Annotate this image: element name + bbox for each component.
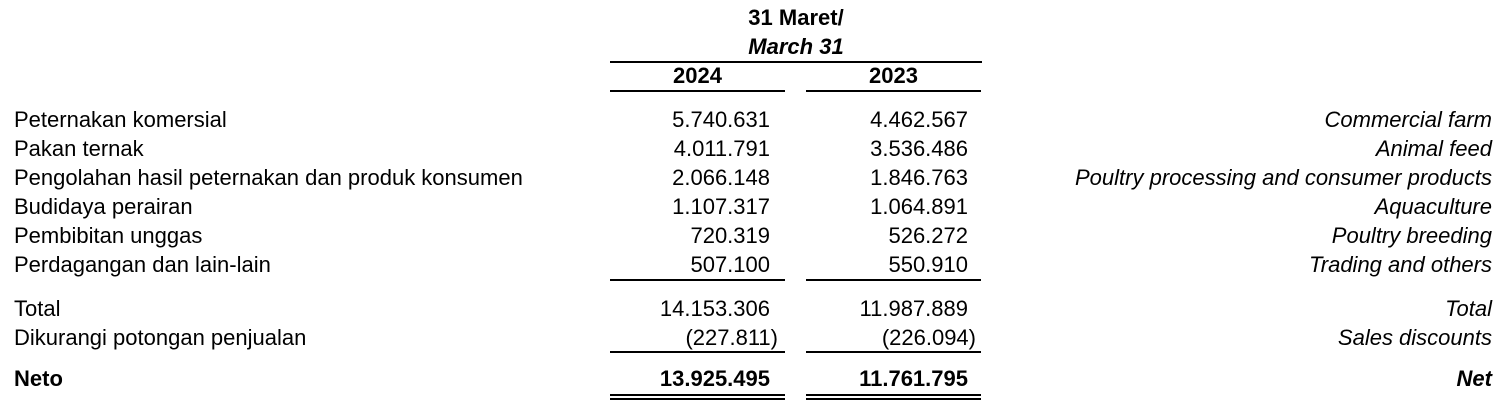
- year-2023-underline: [806, 90, 981, 92]
- discount-value-2024: (227.811): [685, 325, 778, 350]
- row-label-en: Animal feed: [1375, 136, 1492, 161]
- row-value-2023: 3.536.486: [870, 136, 968, 161]
- row-value-2023: 4.462.567: [870, 107, 968, 132]
- discount-value-2023: (226.094): [881, 325, 976, 350]
- net-rule-2023: [806, 351, 981, 353]
- row-value-2023: 1.846.763: [870, 165, 968, 190]
- year-2023-heading: 2023: [869, 63, 918, 88]
- row-label-en: Poultry processing and consumer products: [1075, 165, 1492, 190]
- total-label-en: Total: [1445, 296, 1492, 321]
- row-value-2024: 1.107.317: [672, 194, 770, 219]
- row-value-2023: 1.064.891: [870, 194, 968, 219]
- subtotal-rule-2023: [806, 279, 981, 281]
- total-value-2024: 14.153.306: [659, 296, 770, 321]
- period-header-en: March 31: [748, 34, 844, 59]
- year-2024-heading: 2024: [673, 63, 722, 88]
- net-label-en: Net: [1456, 366, 1492, 391]
- row-label: Perdagangan dan lain-lain: [14, 252, 271, 277]
- row-label: Pembibitan unggas: [14, 223, 203, 248]
- total-value-2023: 11.987.889: [859, 296, 968, 321]
- row-label: Budidaya perairan: [14, 194, 193, 219]
- double-rule-bottom-2024: [610, 398, 785, 400]
- double-rule-top-2024: [610, 394, 785, 396]
- net-value-2023: 11.761.795: [859, 366, 968, 391]
- net-rule-2024: [610, 351, 785, 353]
- net-value-2024: 13.925.495: [659, 366, 770, 391]
- row-label-en: Commercial farm: [1324, 107, 1492, 132]
- row-value-2024: 4.011.791: [673, 136, 770, 161]
- total-label: Total: [14, 296, 61, 321]
- row-label-en: Poultry breeding: [1331, 223, 1492, 248]
- discount-label: Dikurangi potongan penjualan: [14, 325, 307, 350]
- net-label: Neto: [14, 366, 63, 391]
- row-value-2024: 5.740.631: [672, 107, 770, 132]
- row-value-2024: 720.319: [690, 223, 770, 248]
- row-label: Pengolahan hasil peternakan dan produk k…: [14, 165, 523, 190]
- row-value-2023: 550.910: [888, 252, 968, 277]
- year-2024-underline: [610, 90, 785, 92]
- row-value-2024: 2.066.148: [672, 165, 770, 190]
- row-label-en: Trading and others: [1308, 252, 1492, 277]
- row-label: Pakan ternak: [14, 136, 144, 161]
- period-header-id: 31 Maret/: [748, 5, 844, 30]
- double-rule-top-2023: [806, 394, 981, 396]
- double-rule-bottom-2023: [806, 398, 981, 400]
- row-value-2024: 507.100: [690, 252, 770, 277]
- discount-label-en: Sales discounts: [1337, 325, 1492, 350]
- header-rule: [610, 61, 982, 63]
- row-label-en: Aquaculture: [1374, 194, 1492, 219]
- row-label: Peternakan komersial: [14, 107, 227, 132]
- row-value-2023: 526.272: [888, 223, 968, 248]
- subtotal-rule-2024: [610, 279, 785, 281]
